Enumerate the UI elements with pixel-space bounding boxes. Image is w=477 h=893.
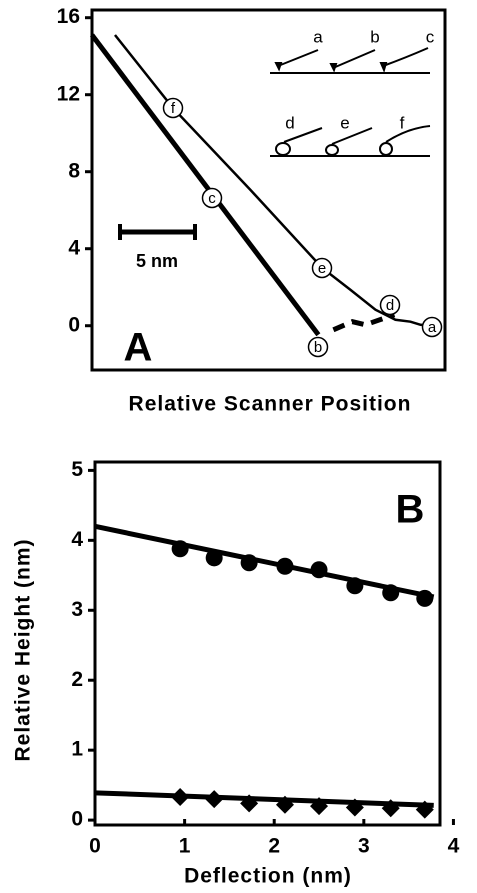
x-axis-label: Deflection (nm) [184,865,352,888]
y-tick-label: 1 [71,738,83,761]
data-line [332,312,396,333]
annotation: f [171,100,176,117]
y-tick-label: 4 [68,236,80,259]
inset-label: b [370,27,379,46]
annotation: a [428,319,437,336]
inset-label: a [313,27,323,46]
x-tick-label: 3 [358,835,370,858]
annotation: c [208,190,216,207]
plot-frame [90,8,447,372]
y-tick-label: 3 [71,598,83,621]
data-line [90,33,321,337]
annotation-circle [201,187,223,209]
inset-label: f [400,113,405,132]
y-tick-label: 2 [71,668,83,691]
panel-label: A [124,326,153,370]
y-tick-label: 4 [71,528,83,551]
annotation-circle [421,316,443,338]
x-axis-label: Relative Scanner Position [129,393,412,416]
plot-frame [93,460,442,827]
inset-label: d [285,113,294,132]
y-tick-label: 12 [57,82,80,105]
inset-label: c [426,27,435,46]
y-tick-label: 5 [71,458,83,481]
data-line [94,523,435,600]
data-line [94,790,434,808]
annotation-circle [379,294,401,316]
y-axis-label: Relative Height (nm) [12,538,35,761]
y-tick-label: 8 [68,159,80,182]
x-tick-label: 4 [448,835,460,858]
annotation-circle [311,257,333,279]
y-tick-label: 0 [68,313,80,336]
panel-label: B [396,488,425,532]
x-tick-label: 1 [179,835,191,858]
annotation: d [386,297,394,314]
data-line [114,34,431,327]
x-tick-label: 0 [89,835,101,858]
annotation: e [318,260,326,277]
inset [270,47,431,157]
scale-bar-label: 5 nm [136,251,178,271]
x-tick-label: 2 [268,835,280,858]
annotation-circle [162,97,184,119]
annotation-circle [307,336,329,358]
y-tick-label: 0 [71,808,83,831]
inset-label: e [340,113,349,132]
y-tick-label: 16 [57,5,80,28]
annotation: b [314,339,322,356]
